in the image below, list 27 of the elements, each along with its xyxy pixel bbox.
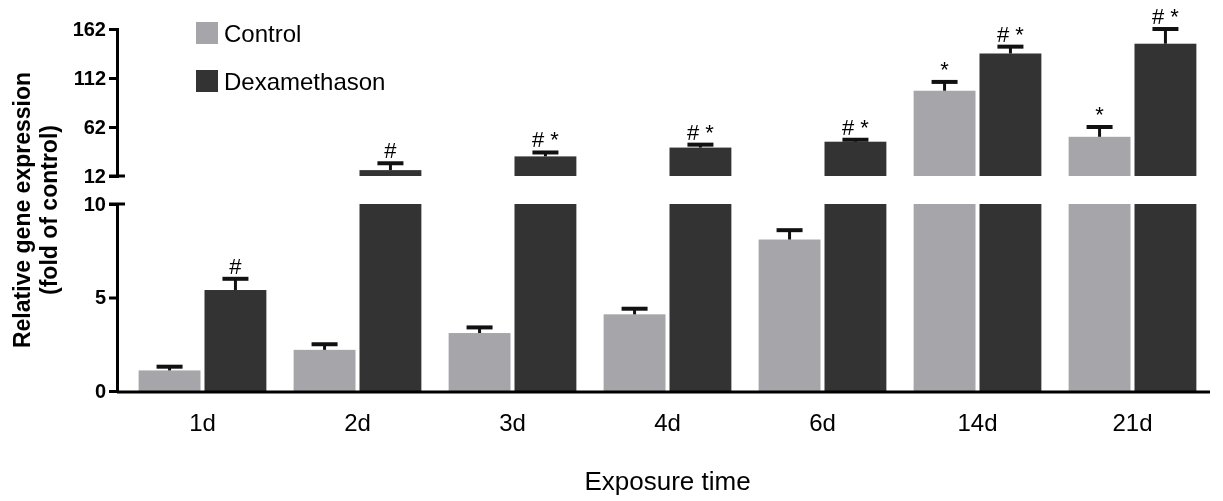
y-tick-label: 62 [83,115,106,138]
x-tick-label: 2d [344,409,371,436]
y-axis-title: Relative gene expression (fold of control) [9,71,62,349]
y-tick-label: 112 [73,66,106,89]
x-tick-label: 1d [189,409,216,436]
legend-label: Dexamethason [224,68,386,95]
annotation: * [940,56,950,82]
annotation: # * [1151,4,1180,29]
legend-label: Control [224,20,302,47]
x-tick-label: 3d [499,409,526,436]
y-tick-label: 162 [72,17,106,40]
x-tick-label: 14d [957,409,998,436]
annotation: # * [996,21,1025,47]
y-tick-label: 12 [83,164,106,187]
x-axis-title: Exposure time [584,466,751,496]
annotation: # [229,253,243,279]
annotation: # * [841,114,870,140]
x-tick-label: 6d [809,409,836,436]
annotation: # [384,138,398,164]
y-tick-label: 10 [83,192,106,215]
annotation: * [1095,102,1105,127]
y-tick-label: 0 [94,379,106,402]
x-tick-label: 4d [654,409,681,436]
y-tick-label: 5 [94,286,106,309]
x-tick-label: 21d [1112,409,1153,436]
annotation: # * [531,127,560,153]
annotation: # * [686,119,715,145]
